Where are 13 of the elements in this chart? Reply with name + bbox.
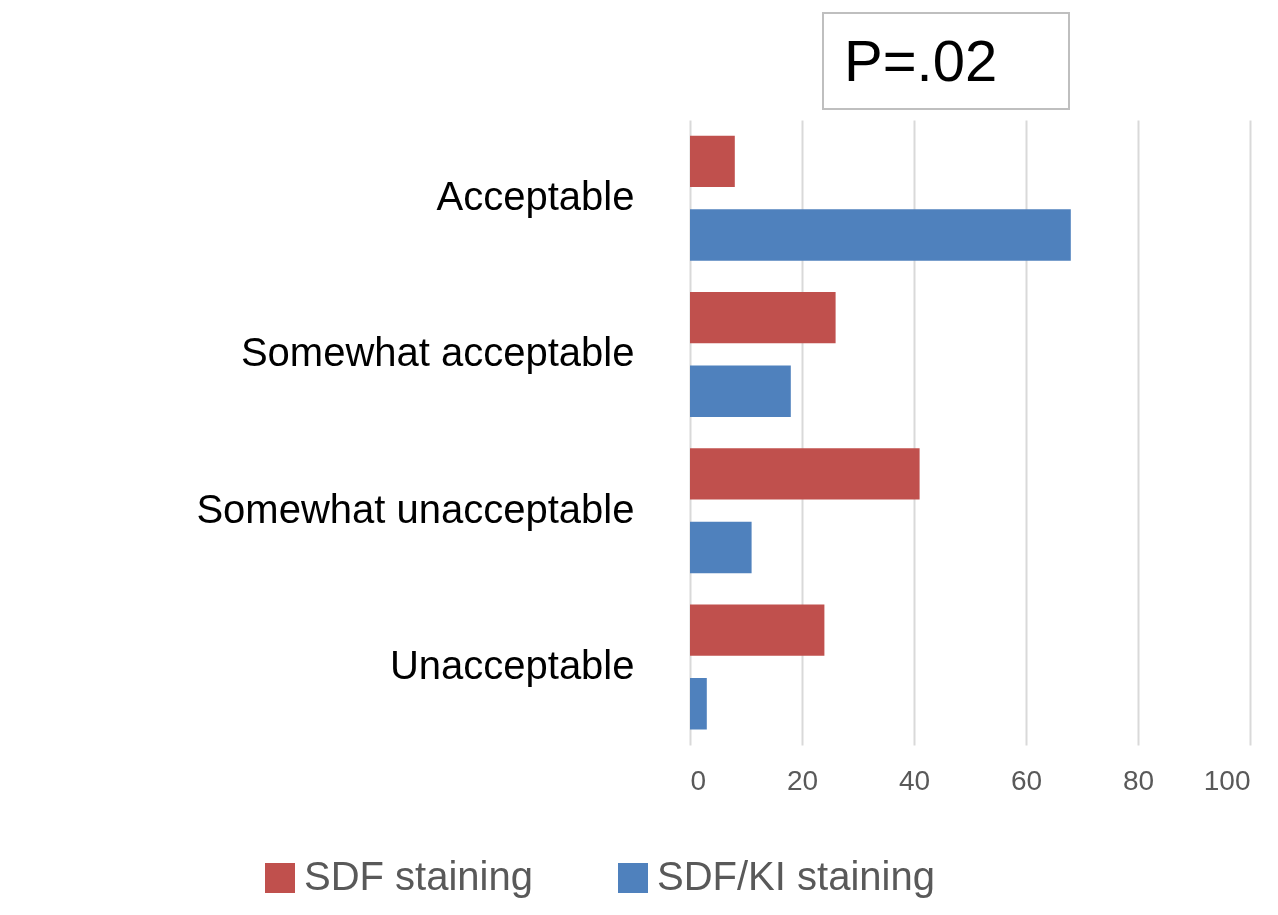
y-tick-label: Somewhat acceptable [240,330,635,375]
x-tick-label: 20 [786,764,819,796]
text: P=.02 [822,12,1070,110]
y-tick-label: Somewhat unacceptable [196,486,635,531]
x-tick-label: 0 [690,764,707,796]
legend-label: SDF staining [304,854,533,898]
y-tick-label: Unacceptable [389,642,635,687]
x-tick-label: 80 [1122,764,1155,796]
x-tick-label: 40 [898,764,931,796]
x-tick-label: 100 [1203,764,1251,796]
y-tick-label: Acceptable [436,174,635,219]
x-tick-label: 60 [1010,764,1043,796]
legend-label: SDF/KI staining [657,854,935,898]
